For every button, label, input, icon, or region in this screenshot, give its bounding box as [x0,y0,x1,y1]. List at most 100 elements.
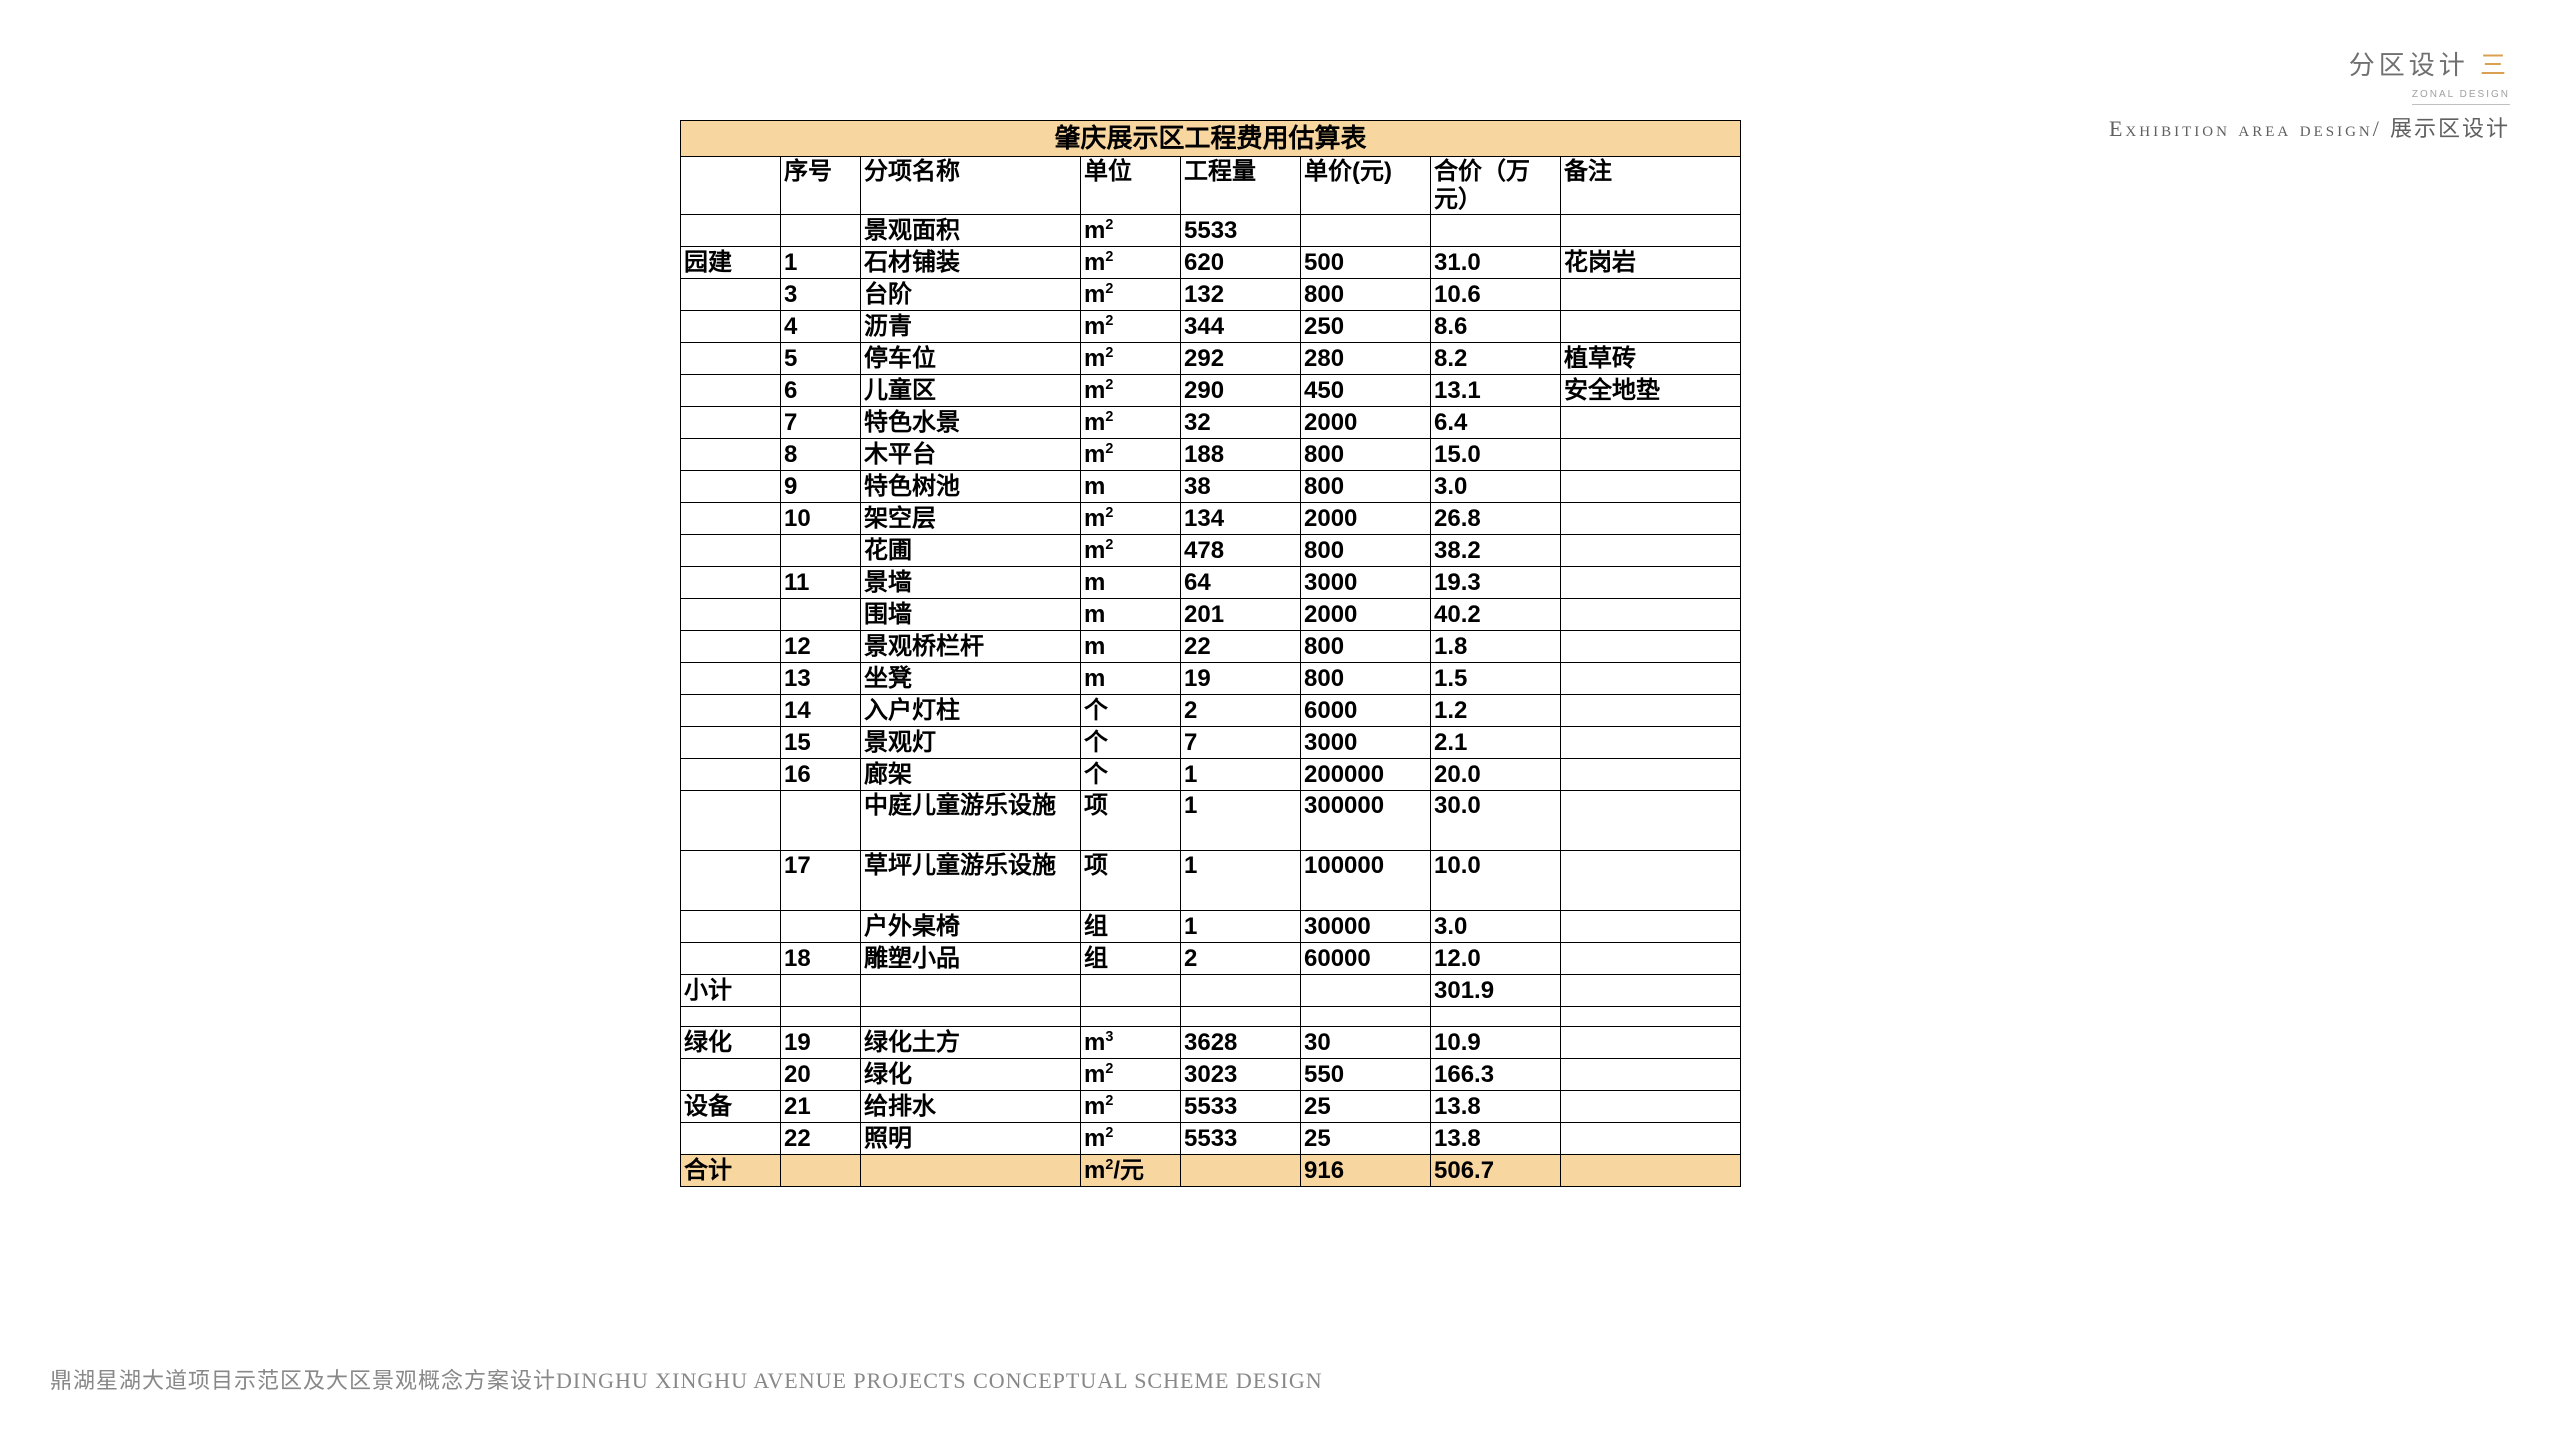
table-cell [1561,663,1741,695]
table-cell: 给排水 [861,1091,1081,1123]
table-cell: 25 [1301,1091,1431,1123]
table-cell: m2 [1081,215,1181,247]
table-cell [861,1155,1081,1187]
table-cell: 20.0 [1431,759,1561,791]
table-cell: 花圃 [861,535,1081,567]
table-cell: 10.0 [1431,851,1561,911]
table-cell: 500 [1301,247,1431,279]
table-cell [1561,471,1741,503]
table-cell: 照明 [861,1123,1081,1155]
table-cell: 8.2 [1431,343,1561,375]
table-cell [681,471,781,503]
table-cell: 植草砖 [1561,343,1741,375]
table-cell [781,535,861,567]
table-cell: 台阶 [861,279,1081,311]
table-cell [681,535,781,567]
table-cell: 12 [781,631,861,663]
table-cell: 5 [781,343,861,375]
col-header: 单位 [1081,157,1181,215]
table-cell: 450 [1301,375,1431,407]
table-cell: 13.8 [1431,1123,1561,1155]
table-cell: 15 [781,727,861,759]
table-cell: 22 [1181,631,1301,663]
table-cell: 31.0 [1431,247,1561,279]
table-cell: 200000 [1301,759,1431,791]
table-cell: 雕塑小品 [861,943,1081,975]
table-cell: 景墙 [861,567,1081,599]
table-cell: 800 [1301,535,1431,567]
table-cell: 14 [781,695,861,727]
table-cell [681,567,781,599]
header-cn: 分区设计 三 [2109,45,2510,84]
table-cell: 景观桥栏杆 [861,631,1081,663]
table-cell: 13 [781,663,861,695]
table-cell: 132 [1181,279,1301,311]
table-cell: m [1081,631,1181,663]
table-cell: 组 [1081,911,1181,943]
table-cell: 13.1 [1431,375,1561,407]
table-cell: m2/元 [1081,1155,1181,1187]
table-cell: 3628 [1181,1027,1301,1059]
table-cell: 19.3 [1431,567,1561,599]
table-cell: 木平台 [861,439,1081,471]
table-cell [681,911,781,943]
col-header: 备注 [1561,157,1741,215]
table-cell: 3.0 [1431,911,1561,943]
table-cell [681,631,781,663]
table-cell: 小计 [681,975,781,1007]
table-cell: 19 [1181,663,1301,695]
table-cell [1301,975,1431,1007]
table-cell: 506.7 [1431,1155,1561,1187]
table-cell: 园建 [681,247,781,279]
table-cell: 1.8 [1431,631,1561,663]
table-cell [1561,599,1741,631]
table-cell: 26.8 [1431,503,1561,535]
table-cell: 2000 [1301,407,1431,439]
table-cell: 800 [1301,279,1431,311]
table-cell: 301.9 [1431,975,1561,1007]
table-cell: 1 [1181,851,1301,911]
table-cell: 10.9 [1431,1027,1561,1059]
table-cell: 38.2 [1431,535,1561,567]
table-cell: 30000 [1301,911,1431,943]
table-cell: 绿化 [861,1059,1081,1091]
table-cell: 30 [1301,1027,1431,1059]
table-cell: 花岗岩 [1561,247,1741,279]
table-cell [781,1155,861,1187]
table-cell [781,215,861,247]
table-cell: 9 [781,471,861,503]
table-cell [1561,975,1741,1007]
table-cell [681,439,781,471]
table-cell [1561,759,1741,791]
table-cell: 6.4 [1431,407,1561,439]
table-cell: 344 [1181,311,1301,343]
table-cell: 5533 [1181,1091,1301,1123]
table-cell: 6 [781,375,861,407]
table-cell: 坐凳 [861,663,1081,695]
table-cell: m2 [1081,343,1181,375]
table-cell: m2 [1081,1059,1181,1091]
table-cell: 个 [1081,727,1181,759]
footer-label: 鼎湖星湖大道项目示范区及大区景观概念方案设计DINGHU XINGHU AVEN… [50,1363,1323,1395]
table-cell [1561,215,1741,247]
col-header: 序号 [781,157,861,215]
table-cell [1561,631,1741,663]
table-cell [681,343,781,375]
table-cell: 沥青 [861,311,1081,343]
table-cell: 项 [1081,791,1181,851]
table-cell [681,215,781,247]
table-cell: 2 [1181,695,1301,727]
table-cell: m [1081,599,1181,631]
table-cell: 8.6 [1431,311,1561,343]
header-en-sub: ZONAL DESIGN [2412,89,2510,105]
table-cell: 合计 [681,1155,781,1187]
table-cell: 20 [781,1059,861,1091]
table-cell: 设备 [681,1091,781,1123]
table-cell [1081,975,1181,1007]
table-cell: 6000 [1301,695,1431,727]
table-cell [681,407,781,439]
table-cell: 11 [781,567,861,599]
table-cell: 个 [1081,695,1181,727]
table-cell: 21 [781,1091,861,1123]
col-header: 合价（万元） [1431,157,1561,215]
